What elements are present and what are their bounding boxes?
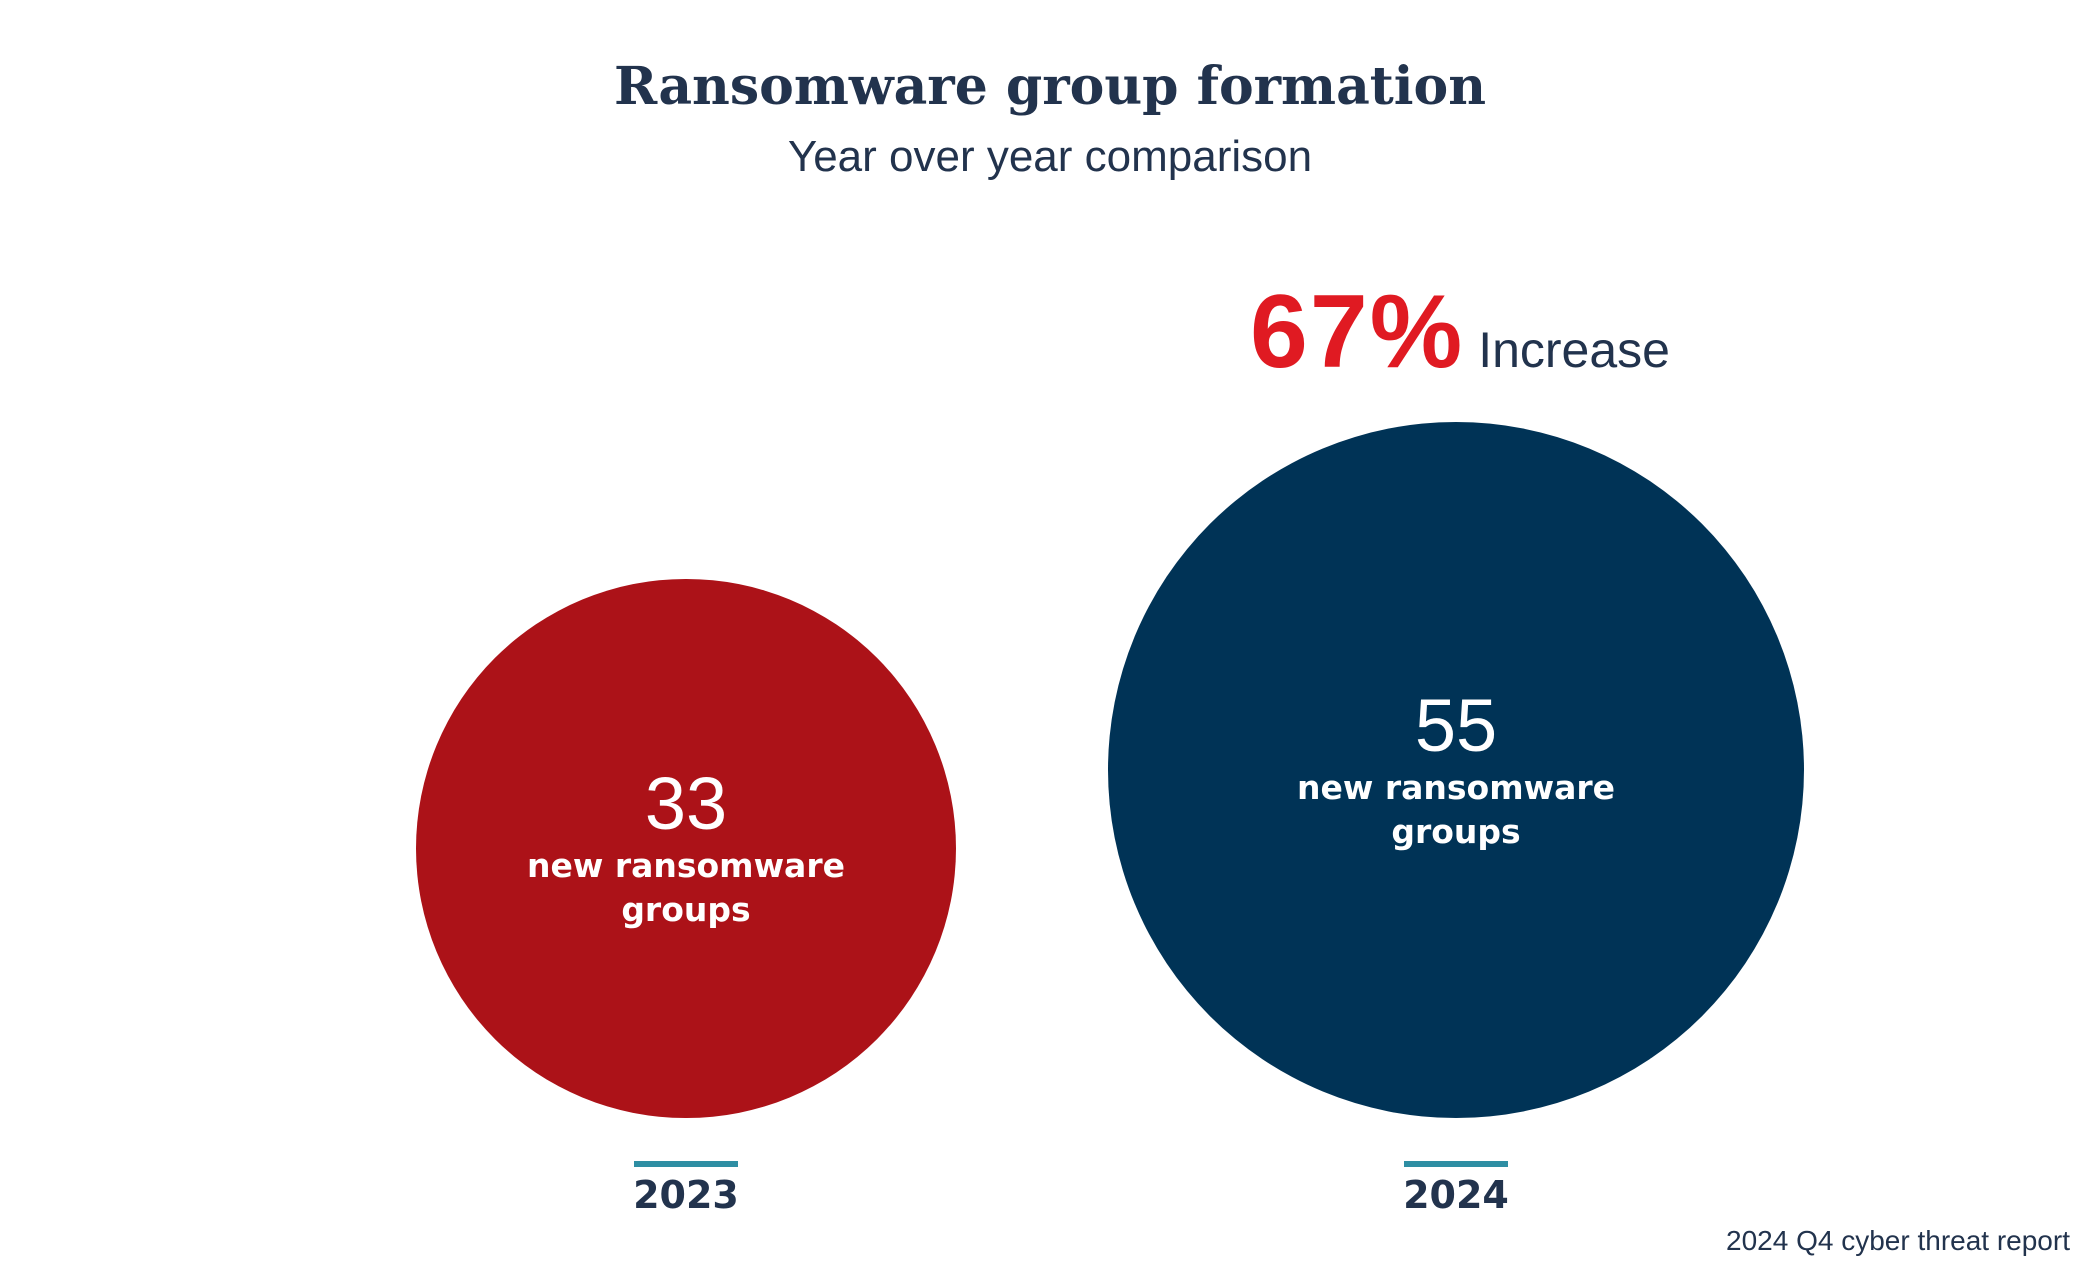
increase-annotation: 67% Increase (1180, 280, 1740, 412)
year-label-2023: 2023 (633, 1173, 739, 1217)
bubble-value-2024: 55 (1414, 684, 1498, 767)
increase-label: Increase (1478, 322, 1670, 378)
bubble-value-2023: 33 (644, 762, 728, 846)
source-note: 2024 Q4 cyber threat report (1726, 1225, 2070, 1256)
chart-title: Ransomware group formation (613, 56, 1487, 117)
chart-subtitle: Year over year comparison (787, 132, 1313, 181)
increase-percent: 67% (1250, 274, 1465, 390)
bubble-label-2024: new ransomware groups (1297, 768, 1615, 851)
year-tick-2023 (634, 1161, 738, 1167)
bubble-2024: 55 new ransomware groups (1108, 422, 1804, 1118)
bubble-label-2023: new ransomware groups (526, 846, 845, 930)
bubble-2023: 33 new ransomware groups (416, 578, 956, 1118)
year-label-2024: 2024 (1403, 1173, 1509, 1217)
year-tick-2024 (1404, 1161, 1508, 1167)
